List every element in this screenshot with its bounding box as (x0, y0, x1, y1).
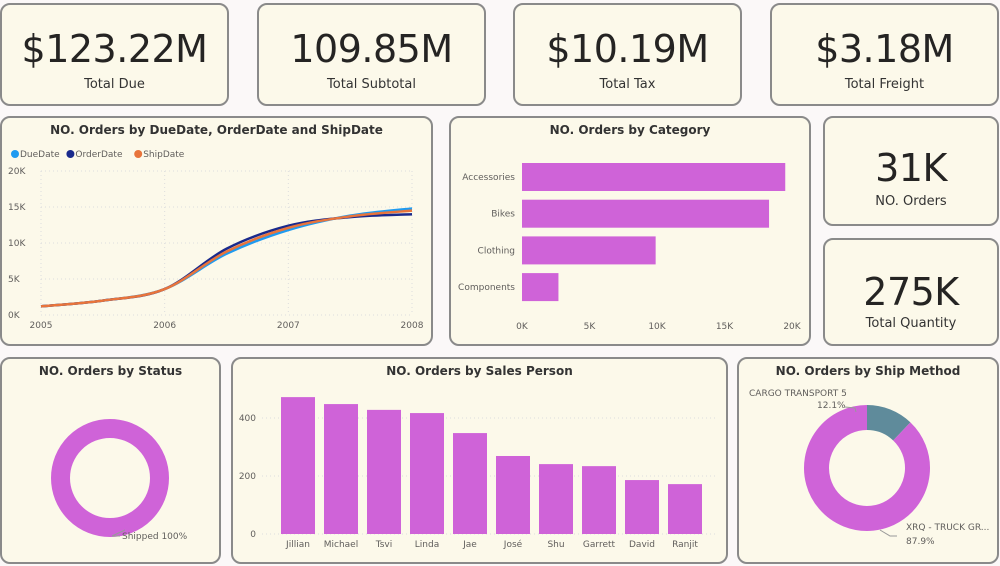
kpi-value: 31K (875, 146, 947, 190)
donut-slice-shipped (51, 419, 169, 537)
line-series-ShipDate (40, 209, 413, 308)
kpi-total-quantity: 275K Total Quantity (823, 238, 999, 346)
bar-Bikes (522, 199, 770, 228)
x-tick-label: 15K (716, 322, 734, 332)
chart-title: NO. Orders by Status (38, 364, 183, 378)
bar-Jae (453, 433, 487, 534)
category-label: Bikes (491, 210, 515, 220)
slice-pct: 12.1% (817, 401, 846, 411)
bar-David (625, 480, 659, 534)
x-tick-label: 2008 (401, 321, 424, 331)
slice-label: XRQ - TRUCK GR... (906, 523, 989, 533)
line-series-DueDate (40, 207, 413, 308)
x-tick-label: 5K (584, 322, 597, 332)
legend-marker (66, 150, 75, 158)
leader-line (111, 529, 126, 537)
legend-label: DueDate (20, 150, 60, 160)
x-tick-label: Shu (547, 540, 564, 550)
slice-pct: 87.9% (906, 537, 935, 547)
legend-label: OrderDate (75, 150, 123, 160)
kpi-total-tax: $10.19M Total Tax (513, 3, 742, 106)
kpi-label: Total Tax (599, 77, 656, 92)
category-chart-card: NO. Orders by Category (449, 116, 811, 346)
legend-marker (11, 150, 19, 158)
bar-Jillian (281, 397, 315, 534)
x-tick-label: Michael (324, 540, 358, 550)
kpi-label: Total Freight (844, 77, 925, 92)
y-tick-label: 20K (8, 167, 26, 177)
bar-José (496, 455, 530, 534)
chart-title: NO. Orders by Sales Person (386, 364, 573, 378)
x-tick-label: Jae (462, 540, 477, 550)
y-tick-label: 15K (8, 203, 26, 213)
kpi-total-subtotal: 109.85M Total Subtotal (257, 3, 486, 106)
donut-slice-0 (866, 405, 911, 441)
kpi-total-freight: $3.18M Total Freight (770, 3, 999, 106)
y-tick-label: 5K (8, 275, 21, 285)
y-tick-label: 200 (239, 472, 256, 482)
kpi-total-due: $123.22M Total Due (0, 3, 229, 106)
chart-title: NO. Orders by Category (549, 123, 711, 137)
bar-Accessories (522, 163, 786, 191)
x-tick-label: Ranjit (672, 540, 698, 550)
bar-Linda (410, 413, 444, 534)
x-tick-label: 10K (648, 322, 666, 332)
category-label: Accessories (462, 173, 515, 183)
line-series-OrderDate (40, 212, 413, 308)
legend-label: ShipDate (143, 150, 185, 160)
bar-Garrett (582, 466, 616, 534)
kpi-value: $10.19M (546, 27, 709, 71)
kpi-label: Total Due (84, 77, 145, 92)
kpi-no-orders: 31K NO. Orders (823, 116, 999, 226)
kpi-value: $123.22M (21, 27, 208, 71)
legend-marker (134, 150, 143, 158)
leader-line (879, 529, 897, 537)
bar-Michael (324, 404, 358, 534)
bar-Components (522, 273, 559, 302)
x-tick-label: 0K (516, 322, 529, 332)
leader-line (844, 406, 857, 413)
x-tick-label: 20K (783, 322, 801, 332)
slice-label: CARGO TRANSPORT 5 (749, 389, 847, 399)
kpi-value: 275K (863, 270, 959, 314)
x-tick-label: Jillian (285, 540, 310, 550)
y-tick-label: 400 (239, 414, 256, 424)
kpi-value: 109.85M (290, 27, 453, 71)
kpi-value: $3.18M (815, 27, 954, 71)
chart-title: NO. Orders by Ship Method (775, 364, 961, 378)
category-label: Clothing (478, 246, 515, 256)
category-label: Components (458, 283, 515, 293)
x-tick-label: Garrett (583, 540, 616, 550)
x-tick-label: 2006 (153, 321, 176, 331)
x-tick-label: 2007 (277, 321, 300, 331)
kpi-label: NO. Orders (875, 194, 947, 209)
x-tick-label: 2005 (30, 321, 53, 331)
x-tick-label: Tsvi (375, 540, 393, 550)
y-tick-label: 0 (250, 530, 256, 540)
y-tick-label: 0K (8, 311, 21, 321)
x-tick-label: Linda (415, 540, 439, 550)
donut-slice-1 (804, 405, 930, 531)
chart-title: NO. Orders by DueDate, OrderDate and Shi… (50, 123, 383, 137)
slice-label: Shipped 100% (122, 532, 188, 542)
y-tick-label: 10K (8, 239, 26, 249)
bar-Shu (539, 464, 573, 534)
bar-Ranjit (668, 484, 702, 534)
bar-Clothing (522, 236, 656, 265)
x-tick-label: David (629, 540, 655, 550)
kpi-label: Total Quantity (865, 316, 957, 331)
bar-Tsvi (367, 409, 401, 534)
x-tick-label: José (503, 539, 523, 550)
kpi-label: Total Subtotal (327, 77, 416, 92)
